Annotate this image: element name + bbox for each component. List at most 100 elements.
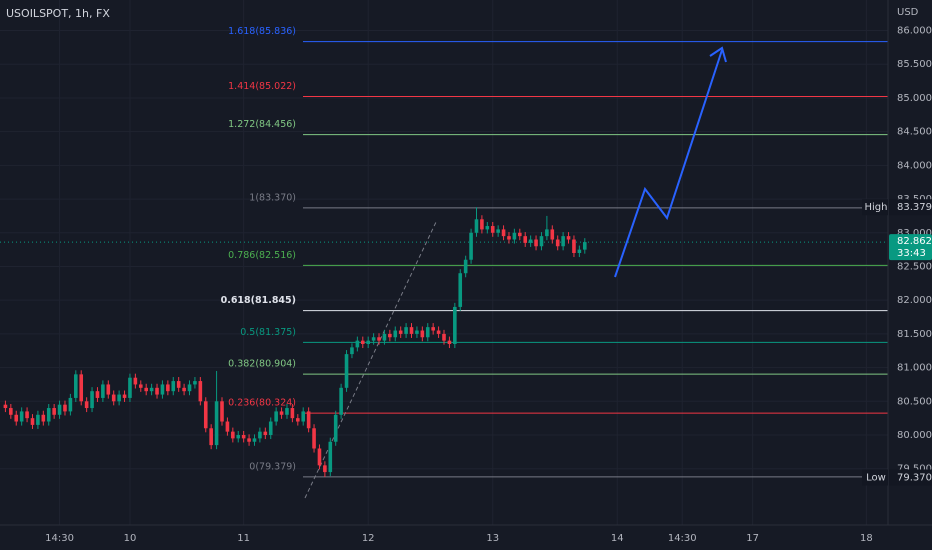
price-tag-name: Low [866,472,886,483]
last-price-box [889,234,932,261]
x-tick-label: 17 [746,533,759,544]
candle-body [101,384,105,398]
fib-level-label: 0.786(82.516) [228,250,296,261]
candle-body [566,236,571,240]
candle-body [9,408,13,415]
candle-body [220,401,224,422]
y-tick-label: 86.000 [897,26,932,37]
x-tick-label: 14:30 [668,533,697,544]
candle-body [263,431,268,436]
candle-body [333,414,338,442]
candle-body [111,394,116,402]
x-tick-label: 18 [860,533,873,544]
candle-body [539,236,544,247]
candle-body [469,232,473,260]
candle-body [68,397,73,412]
x-tick-label: 11 [237,533,250,544]
candle-body [312,428,316,449]
candle-body [176,381,181,388]
y-tick-label: 85.000 [897,93,932,104]
candle-body [30,418,35,425]
candle-body [512,232,517,240]
fib-level-label: 0.618(81.845) [221,295,296,306]
candle-body [236,435,241,439]
candle-body [138,384,143,388]
last-price-value: 82.862 [897,236,932,247]
candle-body [63,404,67,412]
candle-body [133,377,138,385]
fib-level-label: 0.382(80.904) [228,359,296,370]
y-tick-label: 82.000 [897,295,932,306]
candle-body [193,381,197,385]
candle-body [425,327,430,338]
x-tick-label: 14:30 [45,533,74,544]
candle-body [247,438,251,442]
fib-trend-line [304,219,438,499]
candle-body [274,411,278,422]
candle-body [279,411,284,415]
candle-body [490,226,495,233]
candle-body [496,229,500,233]
candle-body [296,418,300,422]
y-tick-label: 80.000 [897,430,932,441]
candle-body [474,219,479,233]
fib-level-label: 0.236(80.324) [228,398,296,409]
candle-body [106,384,111,395]
y-tick-label: 85.500 [897,59,932,70]
price-tag-box [862,469,888,486]
candle-body [258,431,262,439]
candle-body [518,232,522,237]
candle-body [523,236,528,243]
candle-body [290,408,295,419]
y-tick-label: 81.500 [897,329,932,340]
candle-body [79,374,84,402]
candle-body [507,236,511,240]
candle-body [46,408,51,422]
price-axis-value: 83.379 [897,202,932,213]
candle-body [285,408,289,415]
candle-body [3,404,8,409]
candle-body [155,387,159,395]
candle-body [534,239,538,247]
candle-body [458,273,463,307]
candle-body [528,239,533,243]
candle-body [74,374,78,398]
candle-body [388,333,392,338]
candle-body [166,384,170,392]
last-price-countdown: 33:43 [897,248,926,259]
candle-body [442,333,446,341]
candle-body [572,239,576,253]
candle-body [344,354,349,388]
fib-level-label: 1.272(84.456) [228,119,296,130]
fib-level-label: 1.618(85.836) [228,26,296,37]
candle-body [95,391,100,398]
candle-body [398,330,403,334]
projection-arrow [614,49,723,278]
candle-body [117,394,121,402]
candle-body [57,404,62,415]
candle-body [198,381,203,402]
candle-body [555,239,560,247]
candle-body [14,414,19,422]
candle-body [561,236,565,247]
fib-level-label: 0.5(81.375) [240,327,296,338]
candle-body [463,259,468,274]
candle-body [377,337,381,341]
candle-body [447,340,452,345]
candle-body [268,421,273,436]
candle-body [214,401,219,446]
candle-body [420,330,425,338]
currency: USD [897,7,919,18]
candle-body [171,381,176,392]
candle-body [371,337,376,341]
candle-body [317,448,322,466]
y-tick-label: 84.000 [897,160,932,171]
candle-body [25,411,29,419]
price-axis-box [889,199,932,216]
candle-body [225,421,230,432]
y-tick-label: 83.000 [897,228,932,239]
candle-body [409,327,414,334]
y-tick-label: 80.500 [897,396,932,407]
y-tick-label: 82.500 [897,261,932,272]
